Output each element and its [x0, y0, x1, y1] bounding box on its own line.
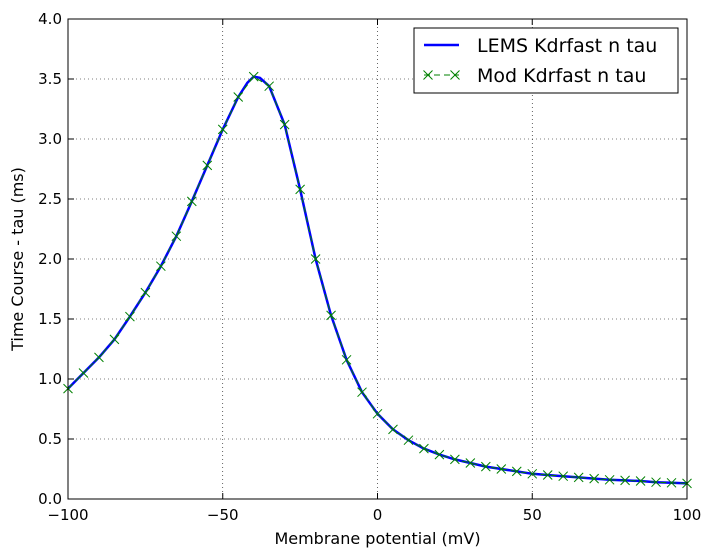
ticks: −100 −50 0 50 100 0.0 0.5 1.0 1.5 2.0 2.5 3.0 3.5 4.0 — [38, 10, 701, 524]
data-point-mod — [279, 119, 290, 130]
y-tick-label: 0.5 — [38, 430, 62, 448]
y-tick-label: 2.0 — [38, 250, 62, 268]
y-tick-label: 1.5 — [38, 310, 62, 328]
data-point-mod — [264, 81, 275, 92]
y-tick-label: 0.0 — [38, 490, 62, 508]
data-point-mod — [217, 124, 228, 135]
data-point-mod — [140, 287, 151, 298]
x-tick-label: −50 — [207, 506, 239, 524]
data-point-mod — [558, 471, 569, 482]
data-point-mod — [94, 352, 104, 363]
data-point-mod — [78, 368, 89, 378]
data-point-mod — [434, 449, 445, 460]
data-point-mod — [666, 477, 677, 488]
data-point-mod — [341, 354, 352, 365]
data-point-mod — [620, 475, 630, 486]
data-point-mod — [450, 454, 460, 465]
data-point-mod — [589, 473, 600, 484]
data-point-mod — [388, 424, 398, 435]
x-tick-label: 50 — [523, 506, 542, 524]
data-point-mod — [248, 71, 259, 82]
data-point-mod — [542, 470, 553, 480]
data-point-mod — [496, 464, 507, 474]
x-tick-label: 0 — [373, 506, 383, 524]
legend: LEMS Kdrfast n tau Mod Kdrfast n tau — [413, 27, 679, 94]
data-point-mod — [604, 474, 615, 485]
data-point-mod — [233, 92, 244, 102]
legend-box — [413, 27, 679, 94]
data-point-mod — [651, 477, 661, 488]
legend-label: Mod Kdrfast n tau — [477, 65, 646, 87]
x-axis-label: Membrane potential (mV) — [274, 529, 480, 548]
x-tick-label: −100 — [47, 506, 88, 524]
data-point-mod — [295, 184, 305, 195]
data-point-mod — [480, 461, 491, 472]
x-tick-label: 100 — [673, 506, 702, 524]
series-layer — [63, 71, 692, 489]
data-point-mod — [511, 466, 522, 477]
data-point-mod — [125, 311, 135, 322]
legend-label: LEMS Kdrfast n tau — [477, 35, 657, 57]
data-point-mod — [155, 261, 166, 272]
y-axis-label: Time Course - tau (ms) — [8, 167, 27, 352]
data-point-mod — [403, 435, 414, 446]
y-tick-label: 2.5 — [38, 190, 62, 208]
data-point-mod — [527, 468, 538, 479]
data-point-mod — [310, 254, 321, 264]
data-point-mod — [573, 472, 584, 483]
legend-marker-mod — [450, 70, 460, 80]
data-point-mod — [372, 408, 383, 419]
data-point-mod — [419, 443, 429, 454]
y-tick-label: 3.5 — [38, 70, 62, 88]
data-point-mod — [186, 196, 197, 207]
data-point-mod — [109, 334, 120, 345]
data-point-mod — [202, 160, 213, 171]
data-point-mod — [357, 387, 367, 398]
data-point-mod — [635, 476, 646, 486]
data-point-mod — [326, 310, 336, 321]
y-tick-label: 3.0 — [38, 130, 62, 148]
y-tick-label: 1.0 — [38, 370, 62, 388]
legend-marker-mod — [423, 70, 433, 80]
data-point-mod — [465, 458, 476, 468]
data-point-mod — [171, 231, 182, 242]
y-tick-label: 4.0 — [38, 10, 62, 28]
